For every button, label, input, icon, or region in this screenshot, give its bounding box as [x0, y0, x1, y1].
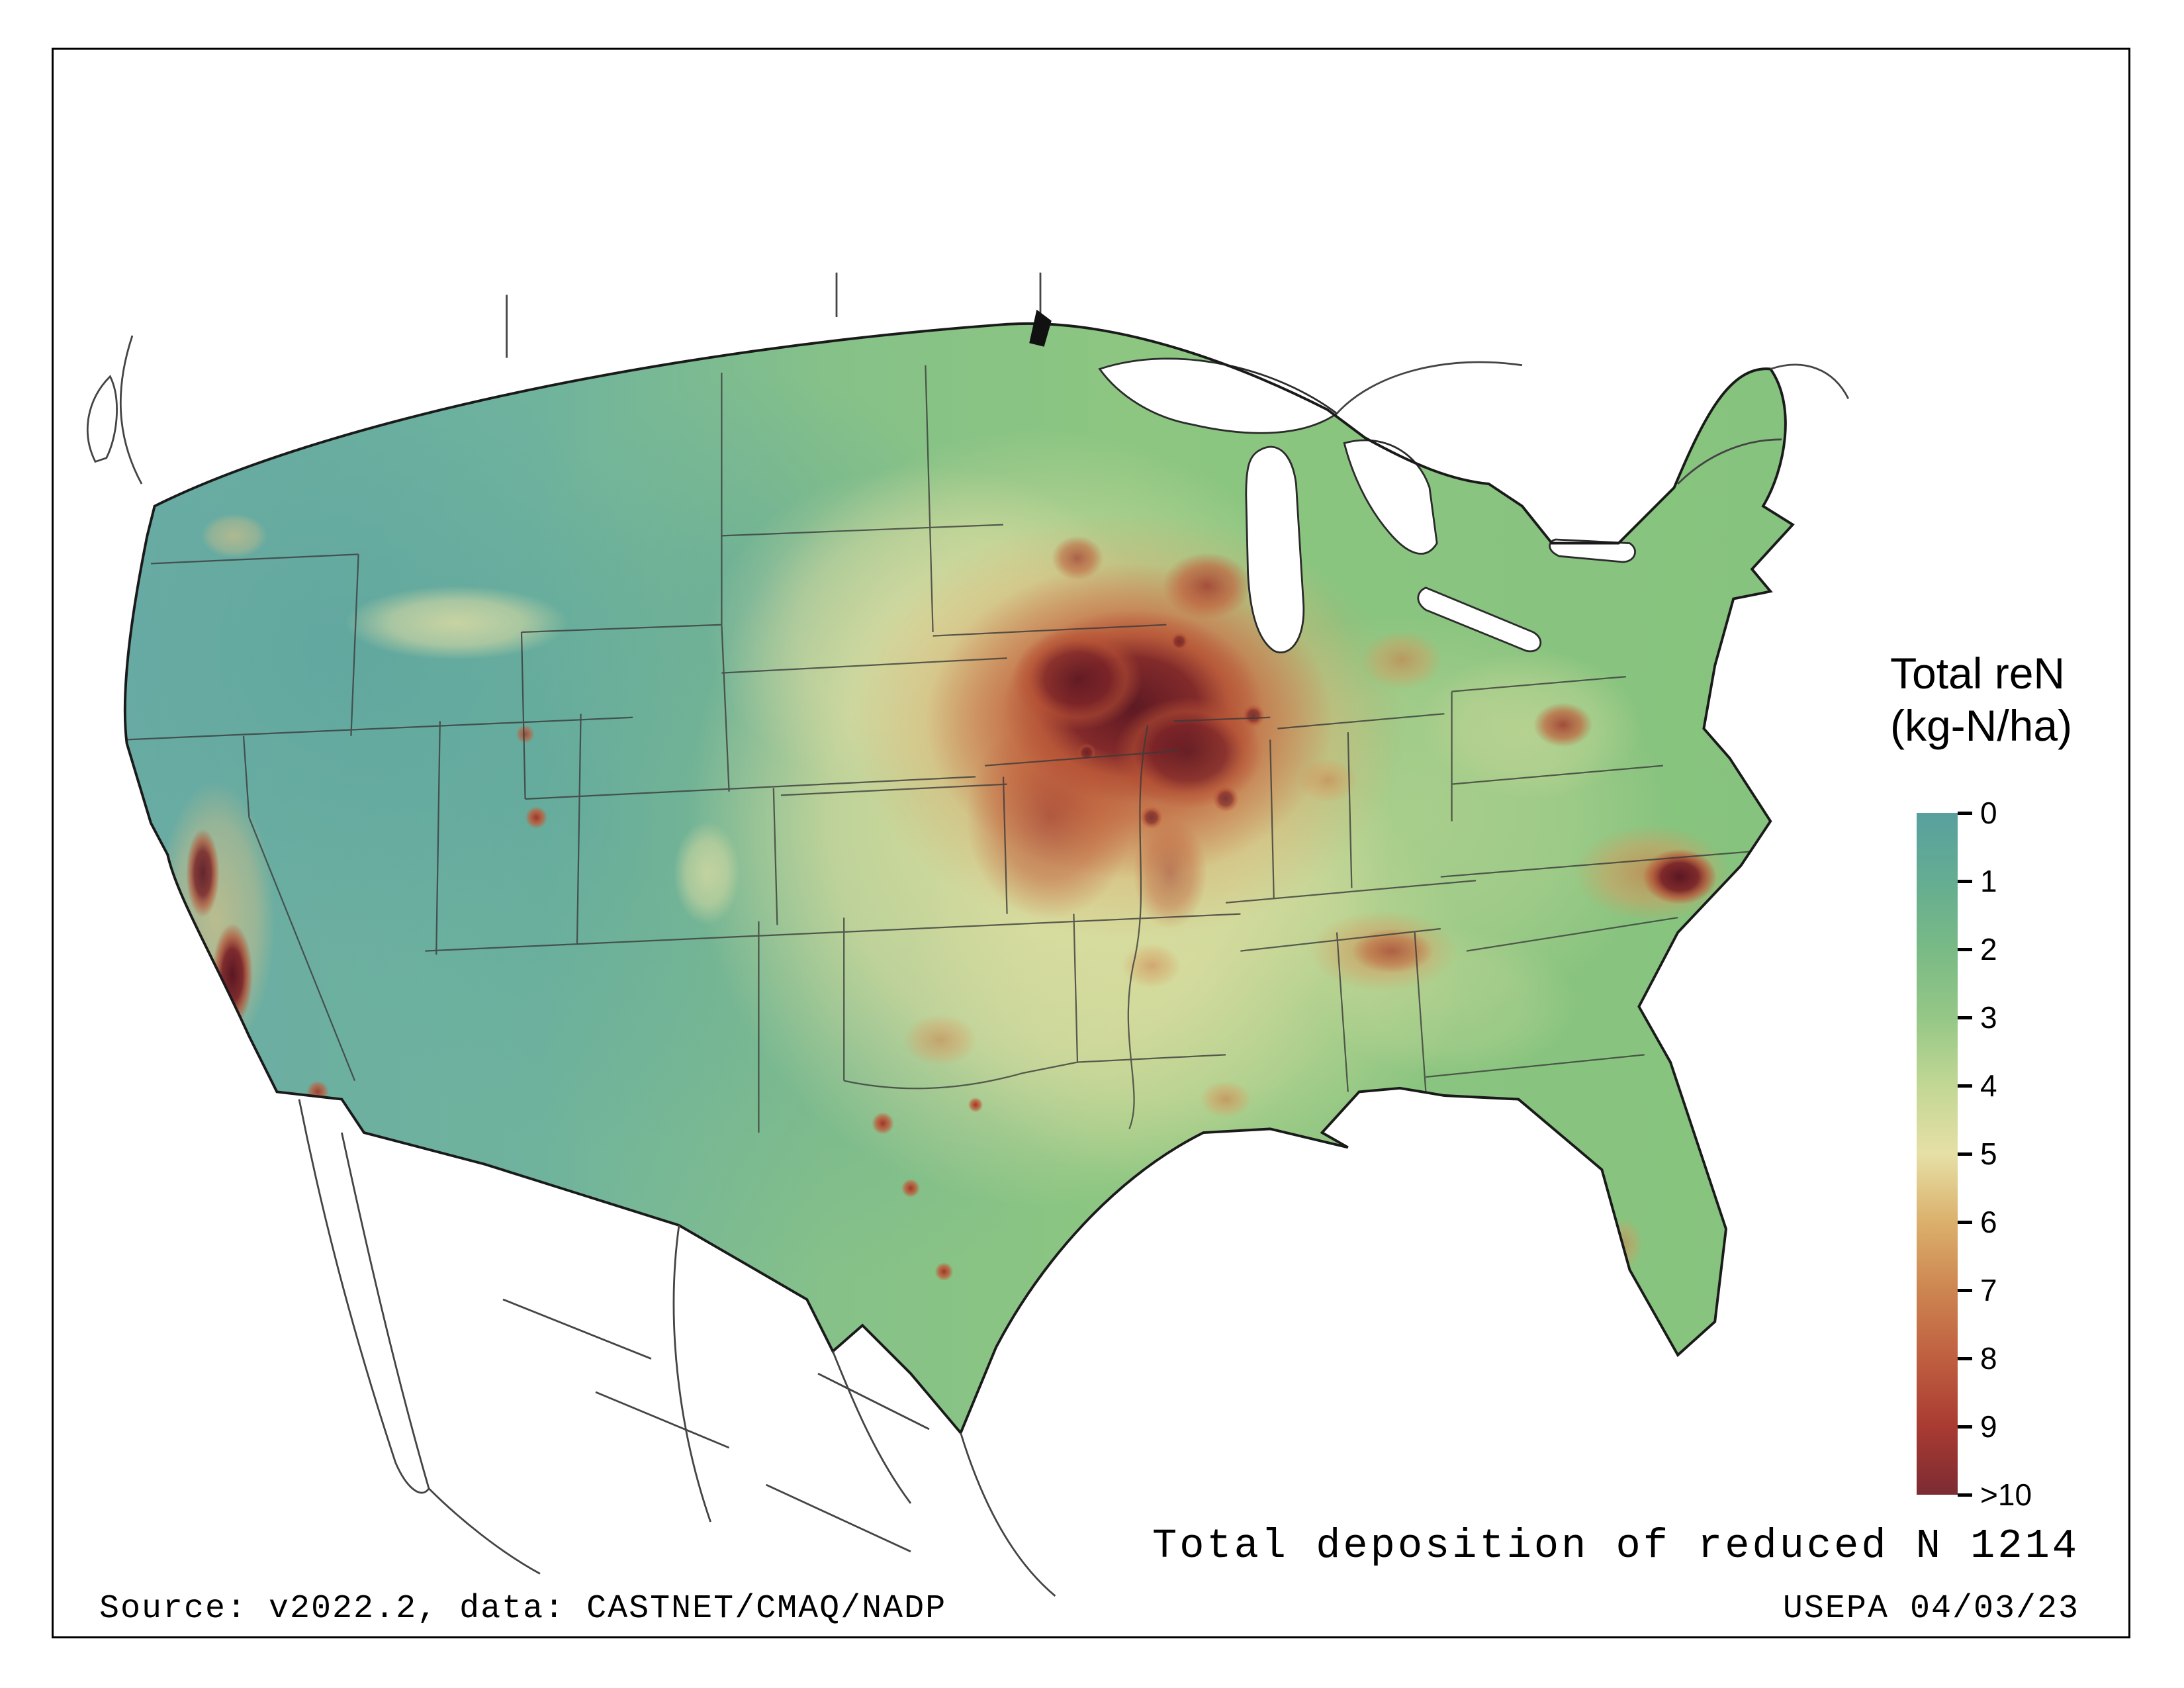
tick-mark: [1958, 1356, 1972, 1360]
tick-label: 3: [1980, 1000, 1997, 1035]
colorbar-tick: 3: [1958, 1000, 1997, 1035]
mexico-outline: [298, 1099, 1056, 1597]
us-deposition-map: [87, 272, 1850, 1597]
legend-title-line2: (kg-N/ha): [1890, 701, 2073, 751]
tick-label: 7: [1980, 1273, 1997, 1307]
colorbar-tick: 5: [1958, 1136, 1997, 1172]
tick-label: >10: [1980, 1477, 2032, 1512]
colorbar-tick: 6: [1958, 1204, 1997, 1240]
colorbar-tick: 1: [1958, 863, 1997, 899]
canada-outline: [87, 272, 1850, 485]
plot-frame: [52, 48, 2130, 1638]
colorbar-tick: 9: [1958, 1409, 1997, 1444]
tick-label: 8: [1980, 1341, 1997, 1376]
tick-mark: [1958, 947, 1972, 951]
tick-mark: [1958, 1220, 1972, 1224]
colorbar-tick: 7: [1958, 1272, 1997, 1308]
colorbar-tick: 8: [1958, 1340, 1997, 1376]
colorbar-tick: 0: [1958, 795, 1997, 831]
lake-erie: [1417, 586, 1541, 653]
tick-label: 4: [1980, 1068, 1997, 1103]
tick-label: 5: [1980, 1137, 1997, 1171]
colorbar-tick: 4: [1958, 1068, 1997, 1103]
tick-mark: [1958, 1084, 1972, 1088]
source-note: Source: v2022.2, data: CASTNET/CMAQ/NADP: [99, 1590, 947, 1628]
deposition-raster: [124, 354, 1760, 1281]
tick-label: 2: [1980, 932, 1997, 966]
tick-mark: [1958, 811, 1972, 815]
lake-superior: [1098, 357, 1339, 434]
tick-label: 0: [1980, 796, 1997, 830]
tick-mark: [1958, 1425, 1972, 1429]
tick-mark: [1958, 1152, 1972, 1156]
colorbar-tick: >10: [1958, 1477, 2032, 1513]
tick-label: 6: [1980, 1205, 1997, 1239]
tick-mark: [1958, 1288, 1972, 1292]
tick-mark: [1958, 1493, 1972, 1497]
legend-title: Total reN (kg-N/ha): [1890, 647, 2072, 752]
state-boundaries: [126, 365, 1760, 1133]
map-caption: Total deposition of reduced N 1214: [1152, 1523, 2079, 1570]
agency-date: USEPA 04/03/23: [1782, 1590, 2079, 1628]
great-lakes: [1098, 357, 1636, 653]
colorbar: [1917, 813, 1958, 1495]
tick-label: 1: [1980, 864, 1997, 898]
tick-label: 9: [1980, 1409, 1997, 1444]
colorbar-tick: 2: [1958, 931, 1997, 967]
lake-michigan: [1245, 445, 1305, 653]
legend-title-line1: Total reN: [1890, 649, 2066, 698]
tick-mark: [1958, 1015, 1972, 1019]
us-outline: [123, 322, 1795, 1436]
lake-huron: [1343, 439, 1438, 555]
colorbar-ticks: 0 1 2 3 4 5 6 7 8 9 >10: [1958, 796, 2103, 1512]
tick-mark: [1958, 879, 1972, 883]
